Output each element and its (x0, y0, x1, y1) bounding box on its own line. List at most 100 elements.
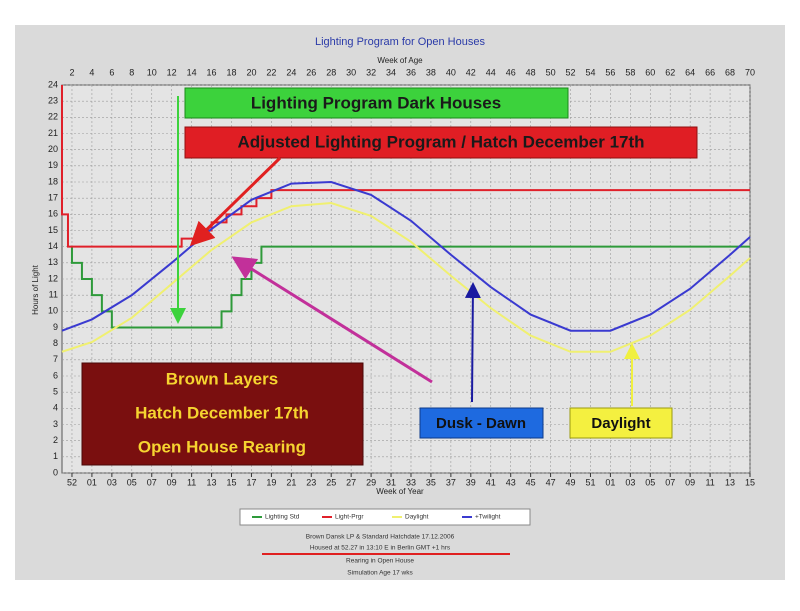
x-top-tick-label: 70 (745, 67, 755, 77)
x-top-tick-label: 36 (406, 67, 416, 77)
y-tick-label: 24 (48, 79, 58, 89)
axis-labels: 0123456789101112131415161718192021222324… (48, 67, 755, 487)
legend-label: +Twilight (475, 514, 501, 521)
x-top-tick-label: 58 (625, 67, 635, 77)
x-top-tick-label: 46 (506, 67, 516, 77)
footer-text: Simulation Age 17 wks (347, 570, 413, 577)
x-tick-label: 07 (665, 477, 675, 487)
y-tick-label: 9 (53, 322, 58, 332)
y-tick-label: 14 (48, 241, 58, 251)
x-top-tick-label: 38 (426, 67, 436, 77)
y-tick-label: 3 (53, 419, 58, 429)
x-tick-label: 01 (605, 477, 615, 487)
arrow (464, 282, 481, 403)
annotation-text: Daylight (591, 415, 650, 432)
y-tick-label: 5 (53, 387, 58, 397)
y-tick-label: 23 (48, 96, 58, 106)
x-top-tick-label: 50 (546, 67, 556, 77)
x-top-tick-label: 26 (306, 67, 316, 77)
x-top-tick-label: 8 (129, 67, 134, 77)
annotation-text: Dusk - Dawn (436, 415, 526, 432)
x-tick-label: 33 (406, 477, 416, 487)
y-tick-label: 21 (48, 128, 58, 138)
y-axis-title: Hours of Light (31, 264, 40, 315)
series-line (61, 202, 751, 353)
x-top-tick-label: 20 (246, 67, 256, 77)
y-tick-label: 15 (48, 225, 58, 235)
x-tick-label: 35 (426, 477, 436, 487)
x-tick-label: 45 (526, 477, 536, 487)
x-top-tick-label: 30 (346, 67, 356, 77)
legend-label: Daylight (405, 514, 429, 521)
annotation-box (569, 407, 673, 439)
y-tick-label: 1 (53, 451, 58, 461)
arrow (231, 256, 433, 384)
y-tick-label: 20 (48, 144, 58, 154)
x-tick-label: 25 (326, 477, 336, 487)
x-tick-label: 11 (705, 477, 714, 487)
x-top-tick-label: 28 (326, 67, 336, 77)
x-tick-label: 13 (725, 477, 735, 487)
y-tick-label: 7 (53, 354, 58, 364)
x-tick-label: 03 (107, 477, 117, 487)
x-tick-label: 21 (286, 477, 296, 487)
footer-text: Rearing in Open House (346, 558, 414, 565)
x-tick-label: 52 (67, 477, 77, 487)
y-tick-label: 6 (53, 370, 58, 380)
x-top-tick-label: 48 (526, 67, 536, 77)
x-tick-label: 05 (127, 477, 137, 487)
y-tick-label: 4 (53, 403, 58, 413)
x-top-tick-label: 4 (89, 67, 94, 77)
x-tick-label: 15 (226, 477, 236, 487)
annotation-box (419, 407, 544, 439)
x-tick-label: 01 (87, 477, 97, 487)
legend-label: Lighting Std (265, 514, 300, 521)
y-tick-label: 16 (48, 209, 58, 219)
x-axis-title: Week of Year (376, 487, 424, 496)
arrow (189, 156, 282, 247)
annotation-text: Brown Layers (166, 369, 278, 388)
x-tick-label: 07 (147, 477, 157, 487)
y-tick-label: 19 (48, 160, 58, 170)
annotation-text: Open House Rearing (138, 437, 306, 456)
x-top-tick-label: 66 (705, 67, 715, 77)
x-top-tick-label: 2 (69, 67, 74, 77)
y-tick-label: 18 (48, 176, 58, 186)
x-top-tick-label: 10 (147, 67, 157, 77)
y-tick-label: 17 (48, 193, 58, 203)
chart-title: Lighting Program for Open Houses (315, 36, 485, 48)
x-tick-label: 27 (346, 477, 356, 487)
x-top-tick-label: 44 (486, 67, 496, 77)
series-line (61, 180, 751, 332)
x-top-tick-label: 12 (167, 67, 177, 77)
x-top-tick-label: 56 (605, 67, 615, 77)
x-axis-top-title: Week of Age (377, 56, 423, 65)
x-tick-label: 09 (685, 477, 695, 487)
y-tick-label: 22 (48, 112, 58, 122)
x-top-tick-label: 62 (665, 67, 675, 77)
x-top-tick-label: 52 (566, 67, 576, 77)
x-tick-label: 17 (246, 477, 256, 487)
annotation-box (184, 87, 569, 119)
x-tick-label: 15 (745, 477, 755, 487)
x-top-tick-label: 6 (109, 67, 114, 77)
x-tick-label: 13 (207, 477, 217, 487)
annotation-box (81, 362, 364, 466)
x-tick-label: 37 (446, 477, 456, 487)
x-top-tick-label: 60 (645, 67, 655, 77)
y-tick-label: 2 (53, 435, 58, 445)
x-top-tick-label: 14 (187, 67, 197, 77)
x-top-tick-label: 54 (585, 67, 595, 77)
x-tick-label: 49 (566, 477, 576, 487)
annotation-box (184, 126, 698, 159)
x-tick-label: 05 (645, 477, 655, 487)
annotation-text: Hatch December 17th (135, 403, 309, 422)
x-top-tick-label: 24 (286, 67, 296, 77)
legend-label: Light-Prgr (335, 514, 364, 521)
y-tick-label: 10 (48, 306, 58, 316)
x-top-tick-label: 34 (386, 67, 396, 77)
x-tick-label: 43 (506, 477, 516, 487)
x-tick-label: 51 (585, 477, 595, 487)
